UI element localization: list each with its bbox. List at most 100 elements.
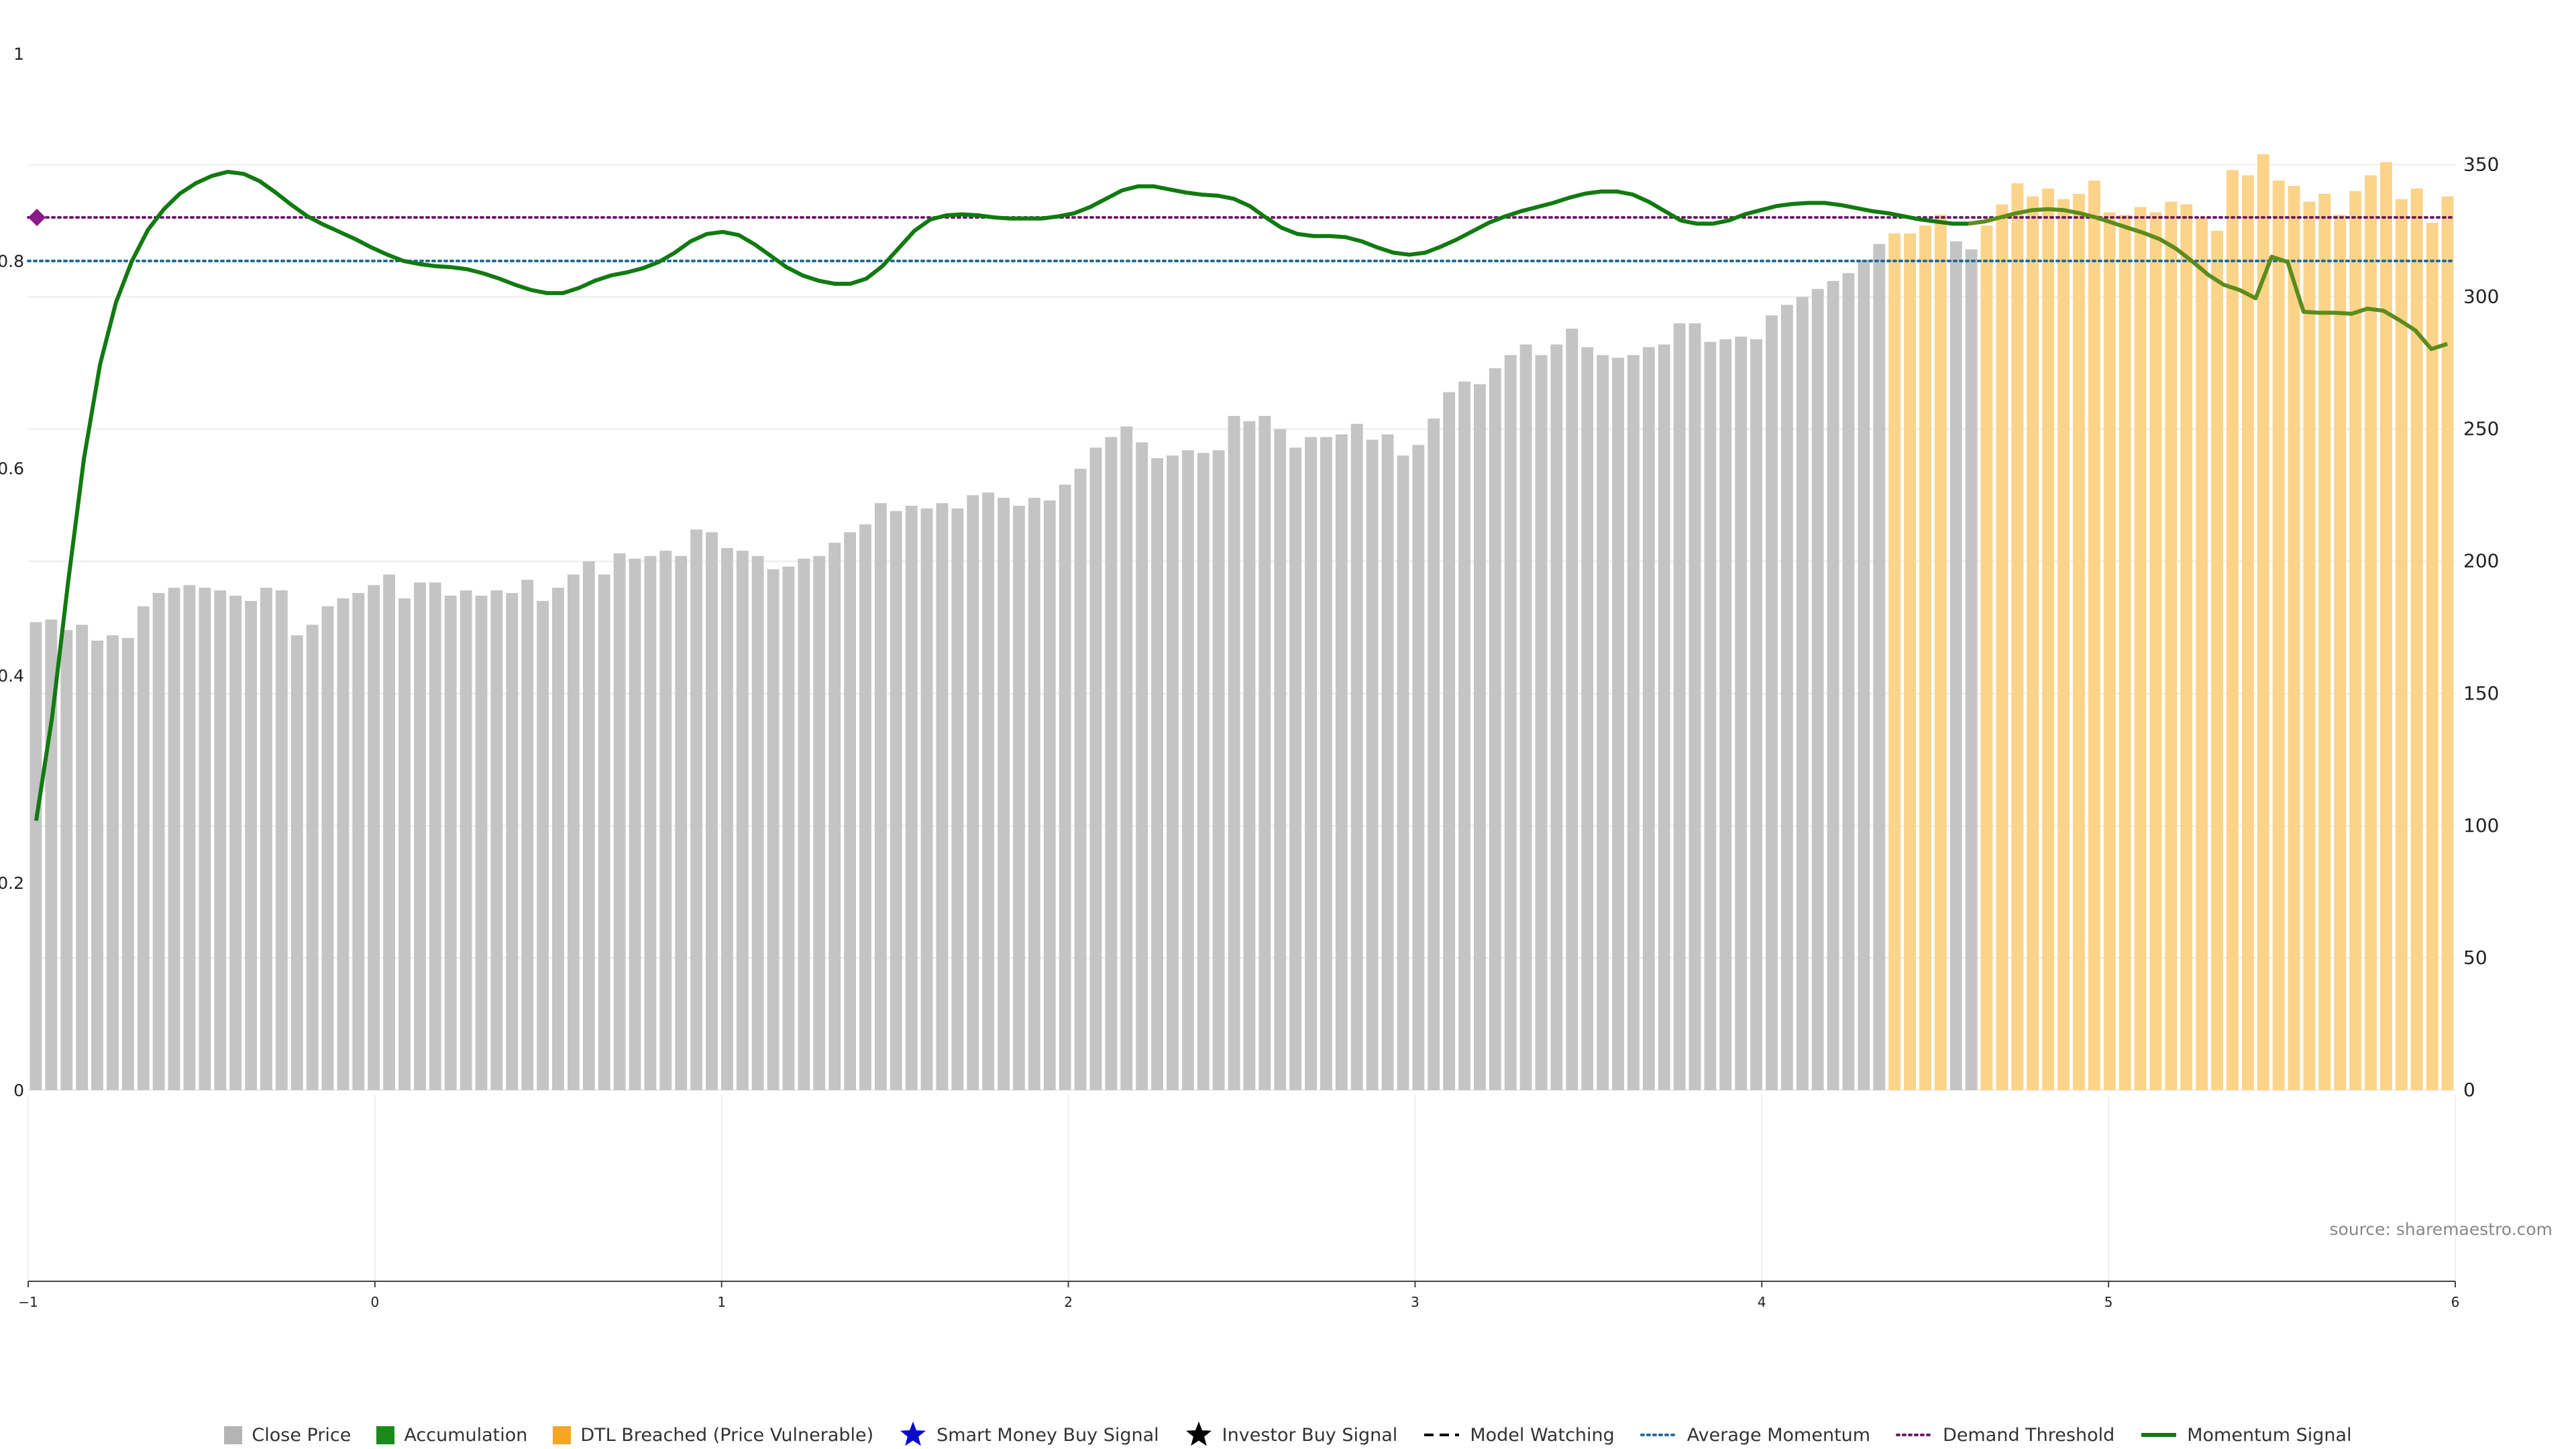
close-price-bar bbox=[1473, 384, 1486, 1091]
close-price-bar bbox=[1550, 344, 1563, 1090]
close-price-bar bbox=[844, 532, 857, 1090]
close-price-bar bbox=[352, 593, 365, 1090]
close-price-bar bbox=[1335, 434, 1348, 1090]
close-price-bar bbox=[1381, 434, 1394, 1090]
close-price-bar bbox=[828, 543, 841, 1090]
close-price-bar bbox=[275, 590, 288, 1090]
close-price-bar bbox=[1719, 339, 1732, 1090]
dtl-breached-bar bbox=[2103, 212, 2116, 1090]
dtl-breached-bar bbox=[2257, 154, 2269, 1091]
x-tick-label: 3 bbox=[1411, 1294, 1419, 1310]
dtl-breached-bar bbox=[1904, 233, 1917, 1090]
x-tick-label: 4 bbox=[1758, 1294, 1766, 1310]
close-price-bar bbox=[1658, 344, 1670, 1090]
close-price-bar bbox=[720, 548, 733, 1090]
close-price-bar bbox=[1796, 297, 1809, 1090]
dtl-breached-bar bbox=[2426, 223, 2438, 1091]
close-price-bar bbox=[1028, 498, 1040, 1090]
momentum-chart: 0 0.2 0.4 0.6 0.8 1 0 50 100 150 200 250 300 350 −1 0 1 2… bbox=[0, 44, 2499, 1310]
close-price-bar bbox=[383, 574, 396, 1090]
close-price-bar bbox=[1519, 344, 1532, 1090]
close-price-bar bbox=[1243, 421, 1256, 1090]
dtl-breached-bar bbox=[2365, 175, 2377, 1090]
legend-star-icon bbox=[900, 1421, 926, 1446]
close-price-bar bbox=[229, 595, 242, 1090]
close-price-bar bbox=[1566, 328, 1578, 1090]
close-price-bar bbox=[1120, 426, 1133, 1090]
close-price-bar bbox=[1827, 280, 1839, 1090]
close-price-bar bbox=[76, 625, 89, 1090]
legend-item: Investor Buy Signal bbox=[1185, 1421, 1397, 1449]
close-price-bar bbox=[1873, 244, 1886, 1090]
dtl-breached-bar bbox=[2211, 231, 2224, 1091]
left-y-tick-label: 0.6 bbox=[0, 459, 24, 478]
x-tick-label: 1 bbox=[717, 1294, 726, 1310]
legend-line-icon bbox=[1640, 1434, 1678, 1436]
legend-line-icon bbox=[2141, 1433, 2177, 1437]
dtl-breached-bar bbox=[2149, 212, 2162, 1090]
close-price-bar bbox=[30, 622, 42, 1090]
close-price-bar bbox=[1458, 381, 1470, 1090]
close-price-bar bbox=[91, 640, 103, 1090]
close-price-bar bbox=[1642, 347, 1655, 1090]
dtl-breached-bar bbox=[2226, 170, 2239, 1091]
dtl-breached-bar bbox=[2073, 193, 2085, 1090]
close-price-bar bbox=[1766, 315, 1778, 1091]
close-price-bar bbox=[1181, 450, 1194, 1090]
close-price-bar bbox=[706, 532, 718, 1090]
close-price-bar bbox=[306, 625, 319, 1090]
left-y-tick-label: 0 bbox=[13, 1081, 24, 1100]
close-price-bar bbox=[107, 635, 119, 1090]
x-tick-label: 5 bbox=[2104, 1294, 2113, 1310]
legend-swatch bbox=[553, 1426, 572, 1444]
close-price-bar bbox=[1366, 439, 1379, 1090]
dtl-breached-bar bbox=[2134, 207, 2147, 1090]
close-price-bar bbox=[1842, 273, 1855, 1090]
close-price-bar bbox=[321, 606, 334, 1090]
dtl-breached-bar bbox=[2165, 201, 2178, 1090]
close-price-bar bbox=[1105, 437, 1118, 1090]
dtl-breached-bar bbox=[1996, 204, 2008, 1090]
close-price-bar bbox=[1305, 437, 1317, 1090]
close-price-bar bbox=[490, 590, 503, 1090]
right-y-tick-label: 150 bbox=[2463, 682, 2499, 704]
close-price-bar bbox=[368, 585, 380, 1090]
close-price-bar bbox=[337, 598, 350, 1090]
legend-label: Model Watching bbox=[1470, 1424, 1615, 1446]
close-price-bar bbox=[552, 588, 564, 1090]
momentum-signal-line-vulnerable bbox=[1968, 207, 2449, 352]
right-y-tick-label: 300 bbox=[2463, 286, 2499, 308]
close-price-bar bbox=[1673, 323, 1686, 1090]
close-price-bar bbox=[1443, 392, 1456, 1091]
close-price-bar bbox=[1735, 336, 1748, 1090]
legend-label: Close Price bbox=[252, 1424, 352, 1446]
legend-item: Average Momentum bbox=[1640, 1425, 1870, 1446]
close-price-bar bbox=[444, 595, 457, 1090]
legend-item: Close Price bbox=[224, 1425, 351, 1446]
close-price-bar bbox=[506, 593, 519, 1090]
close-price-bar bbox=[1597, 355, 1609, 1090]
legend-item: Model Watching bbox=[1423, 1424, 1615, 1446]
legend-swatch bbox=[376, 1426, 395, 1444]
legend-line-icon bbox=[1896, 1434, 1934, 1436]
close-price-bar bbox=[1289, 447, 1302, 1090]
close-price-bar bbox=[1228, 415, 1240, 1090]
dtl-breached-bar bbox=[2410, 189, 2423, 1090]
close-price-bar bbox=[1074, 468, 1087, 1090]
close-price-bar bbox=[1212, 450, 1225, 1090]
close-price-bar bbox=[1504, 355, 1517, 1090]
close-price-bar bbox=[1043, 500, 1056, 1090]
right-y-tick-label: 0 bbox=[2463, 1079, 2475, 1101]
dtl-breached-bar bbox=[1919, 225, 1931, 1090]
close-price-bar bbox=[137, 606, 150, 1090]
dtl-breached-bar bbox=[2088, 180, 2100, 1090]
legend-item: Accumulation bbox=[376, 1425, 527, 1446]
close-price-bar bbox=[613, 553, 626, 1090]
x-tick-label: −1 bbox=[18, 1294, 38, 1310]
close-price-bar bbox=[245, 600, 257, 1090]
close-price-bar bbox=[214, 590, 227, 1090]
close-price-bar bbox=[874, 503, 887, 1090]
dtl-breached-bar bbox=[2042, 189, 2055, 1090]
legend-label: Average Momentum bbox=[1686, 1424, 1871, 1446]
dtl-breached-bar bbox=[2196, 217, 2208, 1090]
